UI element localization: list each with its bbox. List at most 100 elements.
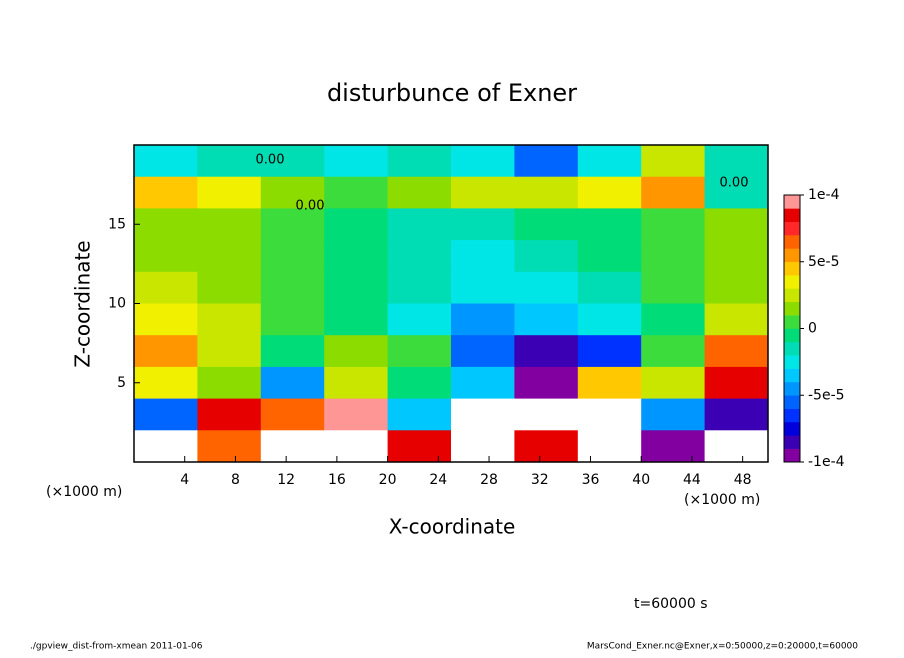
colorbar-tick-label: -1e-4 xyxy=(808,454,845,470)
cell xyxy=(577,366,642,400)
cell xyxy=(641,145,706,178)
colorbar-swatch xyxy=(784,328,800,343)
cell xyxy=(514,208,579,241)
cell xyxy=(324,430,389,463)
colorbar-swatch xyxy=(784,315,800,329)
cell xyxy=(260,366,325,400)
colorbar-swatch xyxy=(784,355,800,369)
cell xyxy=(451,398,515,431)
y-axis-label: Z-coordinate xyxy=(71,240,95,367)
cell xyxy=(134,240,198,273)
colorbar-swatch xyxy=(784,288,800,303)
cell xyxy=(577,398,642,431)
cell xyxy=(197,145,262,178)
cell xyxy=(704,303,769,336)
cell xyxy=(387,176,452,209)
cell xyxy=(324,145,389,178)
cell xyxy=(197,366,262,400)
cell xyxy=(514,271,579,304)
cell xyxy=(134,366,198,400)
y-tick-label: 5 xyxy=(117,375,126,391)
cell xyxy=(641,366,706,400)
cell xyxy=(197,208,262,241)
colorbar-swatch xyxy=(784,208,800,222)
cell xyxy=(451,176,515,209)
cell xyxy=(324,208,389,241)
cell xyxy=(641,398,706,431)
cell xyxy=(134,271,198,304)
x-unit: (×1000 m) xyxy=(46,484,122,500)
cell xyxy=(260,145,325,178)
x-tick-label: 40 xyxy=(632,472,650,488)
cell xyxy=(577,335,642,368)
cell xyxy=(641,303,706,336)
colorbar-swatch xyxy=(784,435,800,449)
cell xyxy=(704,366,769,400)
cell xyxy=(451,208,515,241)
cell xyxy=(704,145,769,178)
cell xyxy=(260,398,325,431)
cell xyxy=(387,208,452,241)
colorbar-swatch xyxy=(784,221,800,236)
cell xyxy=(514,303,579,336)
footer: MarsCond_Exner.nc@Exner,x=0:50000,z=0:20… xyxy=(587,642,858,652)
cell xyxy=(514,145,579,178)
cell xyxy=(134,176,198,209)
cell xyxy=(197,430,262,463)
cell xyxy=(324,335,389,368)
cell xyxy=(324,366,389,400)
colorbar-swatch xyxy=(784,395,800,409)
cell xyxy=(577,430,642,463)
colorbar-swatch xyxy=(784,248,800,263)
cell xyxy=(260,176,325,209)
colorbar-swatch xyxy=(784,261,800,276)
cell xyxy=(514,240,579,273)
x-tick-label: 44 xyxy=(683,472,701,488)
cell xyxy=(641,176,706,209)
cell xyxy=(260,335,325,368)
cell xyxy=(641,208,706,241)
cell xyxy=(641,335,706,368)
cell xyxy=(134,145,198,178)
x-tick-label: 20 xyxy=(379,472,397,488)
cell xyxy=(387,430,452,463)
cell xyxy=(451,335,515,368)
cell xyxy=(260,208,325,241)
contour-label: 0.00 xyxy=(296,199,325,214)
y-tick-label: 15 xyxy=(108,216,126,232)
cell xyxy=(387,366,452,400)
contour-label: 0.00 xyxy=(720,176,749,191)
x-tick-label: 28 xyxy=(480,472,498,488)
colorbar-swatch xyxy=(784,448,800,463)
cell xyxy=(451,303,515,336)
cell xyxy=(451,271,515,304)
cell xyxy=(704,208,769,241)
colorbar-tick-label: 5e-5 xyxy=(808,254,839,270)
x-tick-label: 48 xyxy=(734,472,752,488)
cell xyxy=(197,303,262,336)
cell xyxy=(260,430,325,463)
cell xyxy=(324,176,389,209)
footer: ./gpview_dist-from-xmean 2011-01-06 xyxy=(30,642,203,652)
cell xyxy=(134,398,198,431)
cell xyxy=(197,335,262,368)
annotation: t=60000 s xyxy=(634,596,708,612)
cell xyxy=(704,240,769,273)
cell xyxy=(134,335,198,368)
colorbar-swatch xyxy=(784,235,800,249)
cell xyxy=(387,303,452,336)
colorbar-swatch xyxy=(784,421,800,436)
cell xyxy=(260,271,325,304)
cell xyxy=(324,398,389,431)
cell xyxy=(514,430,579,463)
cell xyxy=(134,208,198,241)
x-tick-label: 4 xyxy=(180,472,189,488)
cell xyxy=(641,271,706,304)
x-tick-label: 24 xyxy=(429,472,447,488)
colorbar-swatch xyxy=(784,368,800,383)
colorbar-swatch xyxy=(784,381,800,396)
x-tick-label: 32 xyxy=(531,472,549,488)
colorbar-tick-label: 1e-4 xyxy=(808,187,840,203)
cell xyxy=(704,335,769,368)
